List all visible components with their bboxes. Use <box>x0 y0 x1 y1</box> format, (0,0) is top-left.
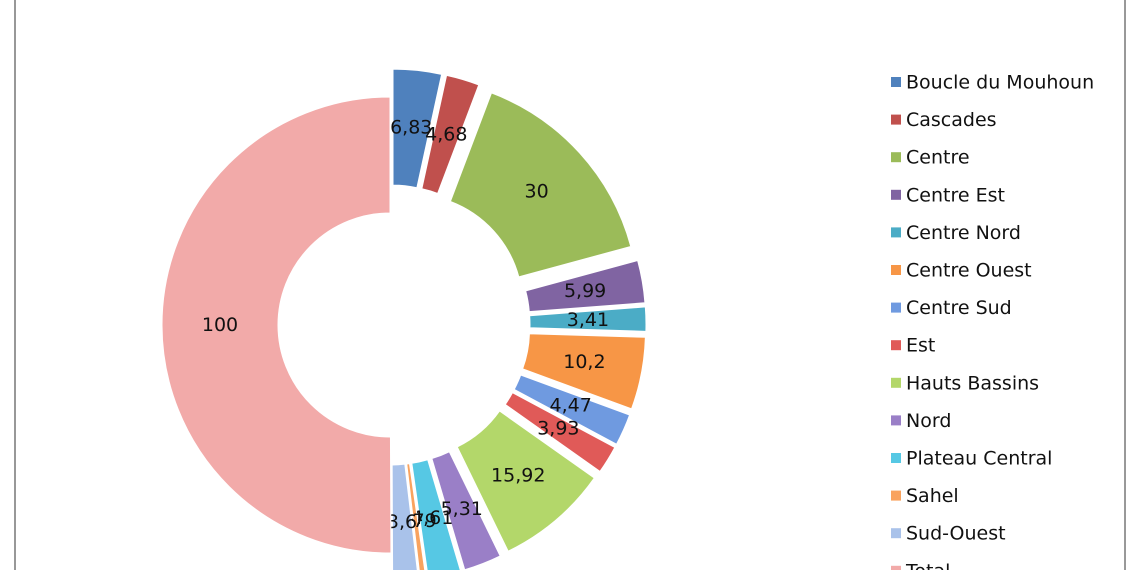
data-label: 15,92 <box>491 464 545 486</box>
legend-label: Centre <box>906 147 970 169</box>
legend-swatch <box>891 152 901 163</box>
slice <box>521 333 646 410</box>
data-label: 3,6 <box>387 511 417 533</box>
data-label: 3,41 <box>567 309 609 331</box>
slice <box>406 463 426 570</box>
data-label: 100 <box>202 314 238 336</box>
legend-swatch <box>891 265 901 275</box>
slice <box>456 410 595 552</box>
legend-swatch <box>891 77 901 87</box>
legend-label: Plateau Central <box>906 448 1052 470</box>
data-label: 30 <box>525 180 549 202</box>
legend-label: Centre Sud <box>906 297 1012 319</box>
legend-swatch <box>891 340 901 351</box>
legend-swatch <box>891 528 901 539</box>
legend-label: Sahel <box>906 485 959 507</box>
data-label: 10,2 <box>563 351 605 373</box>
data-label: 6,83 <box>390 117 432 139</box>
slice <box>431 451 501 570</box>
slice <box>529 306 647 332</box>
data-label: 3,93 <box>537 418 579 440</box>
legend-swatch <box>891 114 901 125</box>
legend-label: Est <box>906 335 935 357</box>
data-label: 5,31 <box>441 498 483 520</box>
legend-swatch <box>891 189 901 200</box>
legend-label: Centre Nord <box>906 222 1021 244</box>
legend-label: Total <box>905 560 950 570</box>
legend-swatch <box>891 227 901 238</box>
legend-label: Centre Ouest <box>906 260 1032 282</box>
legend-label: Hauts Bassins <box>906 372 1039 394</box>
legend: Boucle du Mouhoun Cascades Centre Centre Es… <box>891 72 1094 570</box>
legend-label: Nord <box>906 410 951 432</box>
legend-swatch <box>891 415 901 426</box>
data-label: 4,68 <box>425 124 467 146</box>
slice <box>161 96 392 554</box>
slices: 6,834,68 30 5,99 3,41 10,2 4,473,93 15,92 5,314… <box>161 68 647 570</box>
slice <box>449 92 632 278</box>
slice <box>392 68 443 189</box>
slice <box>525 259 646 313</box>
data-label: 4,61 <box>411 507 453 529</box>
slice <box>513 374 631 445</box>
data-label: 4,47 <box>549 395 591 417</box>
slice <box>391 463 418 570</box>
legend-label: Centre Est <box>906 184 1005 206</box>
data-label: 5,99 <box>564 280 606 302</box>
legend-swatch <box>891 302 901 313</box>
legend-label: Boucle du Mouhoun <box>906 72 1094 94</box>
slice <box>411 459 461 570</box>
legend-swatch <box>891 453 901 463</box>
legend-swatch <box>891 490 901 501</box>
legend-label: Cascades <box>906 109 997 131</box>
legend-label: Sud-Ouest <box>906 523 1006 545</box>
slice <box>421 74 480 195</box>
legend-swatch <box>891 565 901 570</box>
legend-swatch <box>891 377 901 388</box>
slice <box>504 391 616 473</box>
